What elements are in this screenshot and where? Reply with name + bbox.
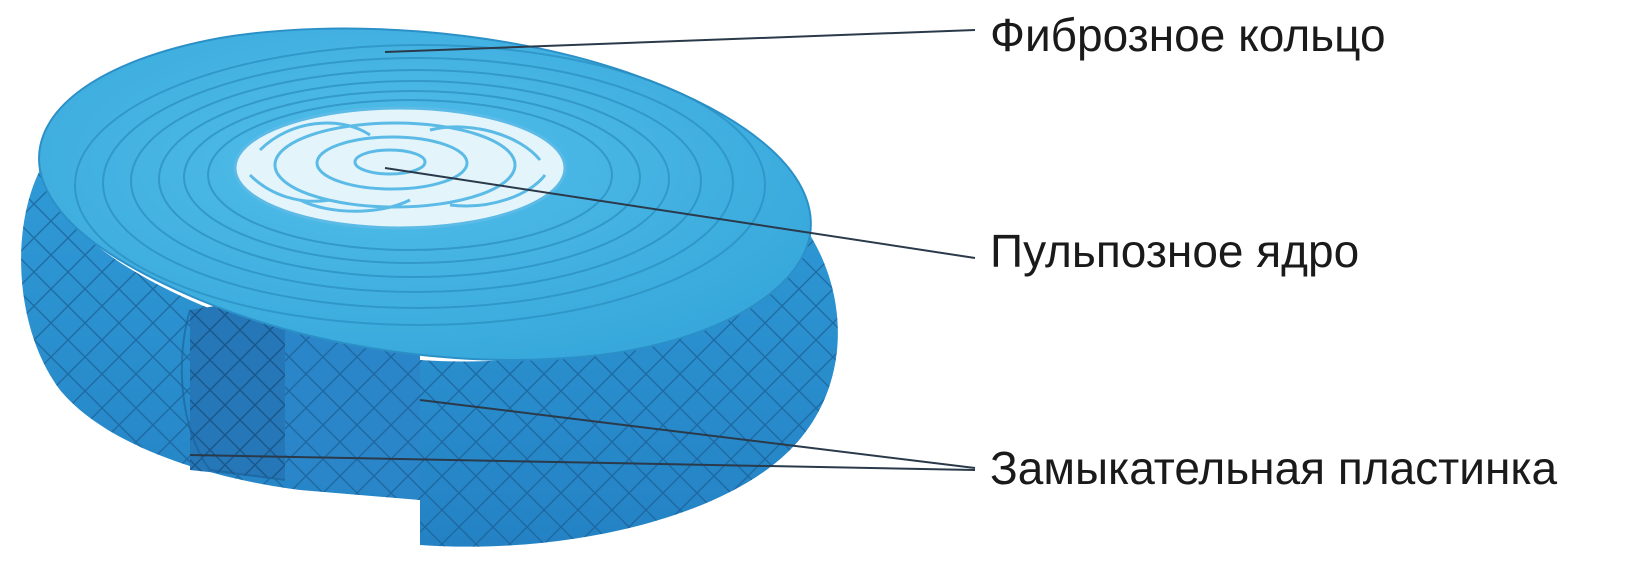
- end-plate-label: Замыкательная пластинка: [990, 442, 1558, 494]
- leader-lines: [189, 29, 976, 471]
- annulus-fibrosus-label: Фиброзное кольцо: [990, 9, 1386, 61]
- leader-line-annulus: [384, 29, 976, 53]
- leader-line-nucleus: [384, 167, 976, 259]
- nucleus-pulposus-label: Пульпозное ядро: [990, 225, 1360, 277]
- leader-line-end-plate-1: [419, 399, 976, 469]
- nucleus-pulposus: [233, 106, 567, 230]
- leader-line-end-plate-2: [189, 454, 976, 471]
